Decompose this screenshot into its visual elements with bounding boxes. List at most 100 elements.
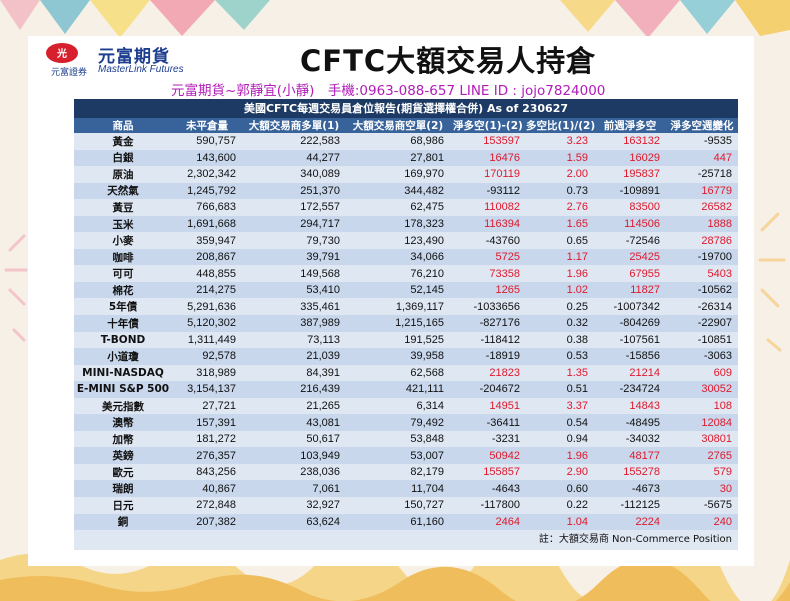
table-cell: 30052	[666, 381, 738, 398]
table-cell: 238,036	[242, 463, 346, 481]
table-cell: 170119	[450, 166, 526, 183]
commodity-name: 銅	[74, 513, 172, 531]
table-cell: 108	[666, 397, 738, 415]
table-cell: 153597	[450, 133, 526, 150]
table-cell: 216,439	[242, 381, 346, 398]
column-header: 淨多空(1)-(2)	[450, 118, 526, 133]
commodity-name: 可可	[74, 265, 172, 282]
table-cell: -36411	[450, 414, 526, 431]
column-header: 淨多空週變化	[666, 118, 738, 133]
table-cell: -43760	[450, 232, 526, 249]
table-cell: 110082	[450, 199, 526, 216]
table-cell: 340,089	[242, 166, 346, 183]
commodity-name: 白銀	[74, 149, 172, 167]
table-cell: 448,855	[172, 265, 242, 282]
table-cell: 53,007	[346, 447, 450, 464]
table-cell: 1,215,165	[346, 315, 450, 332]
table-cell: -10562	[666, 281, 738, 299]
cftc-table: 美國CFTC每週交易員倉位報告(期貨選擇權合併) As of 230627 商品…	[74, 99, 738, 551]
table-cell: -48495	[594, 414, 666, 431]
commodity-name: 黃豆	[74, 199, 172, 216]
firework-right	[758, 212, 786, 352]
table-cell: 590,757	[172, 133, 242, 150]
logo-mark-glyph: 光	[56, 47, 67, 60]
table-cell: 5725	[450, 248, 526, 266]
table-row: MINI-NASDAQ 318,989 84,391 62,568 21823 1.35 2…	[74, 364, 738, 382]
table-cell: 1888	[666, 215, 738, 233]
table-cell: 3.37	[526, 397, 594, 415]
table-cell: -22907	[666, 315, 738, 332]
table-cell: -804269	[594, 315, 666, 332]
commodity-name: 咖啡	[74, 248, 172, 266]
table-cell: 178,323	[346, 215, 450, 233]
table-row: 白銀 143,600 44,277 27,801 16476 1.59 16029 447	[74, 149, 738, 167]
commodity-name: 棉花	[74, 281, 172, 299]
table-cell: 1.17	[526, 248, 594, 266]
table-cell: 21,039	[242, 348, 346, 365]
column-header-row: 商品 未平倉量 大額交易商多單(1) 大額交易商空單(2) 淨多空(1)-(2) 多空比(…	[74, 118, 738, 133]
table-cell: 27,801	[346, 149, 450, 167]
commodity-name: 加幣	[74, 430, 172, 448]
table-cell: 116394	[450, 215, 526, 233]
commodity-name: MINI-NASDAQ	[74, 364, 172, 382]
table-row: 5年債 5,291,636 335,461 1,369,117 -1033656 0.25…	[74, 298, 738, 316]
table-cell: -18919	[450, 348, 526, 365]
table-cell: -4673	[594, 480, 666, 498]
commodity-name: 美元指數	[74, 397, 172, 415]
table-cell: 21823	[450, 364, 526, 382]
table-cell: 3,154,137	[172, 381, 242, 398]
table-cell: 16779	[666, 182, 738, 200]
table-cell: -26314	[666, 298, 738, 316]
table-cell: 207,382	[172, 513, 242, 531]
table-cell: 0.65	[526, 232, 594, 249]
table-cell: 2.90	[526, 463, 594, 481]
column-header: 前週淨多空	[594, 118, 666, 133]
table-cell: 68,986	[346, 133, 450, 150]
column-header: 未平倉量	[172, 118, 242, 133]
wave-decoration	[0, 518, 790, 601]
page-title: CFTC大額交易人持倉	[300, 44, 597, 78]
table-cell: 123,490	[346, 232, 450, 249]
table-cell: 157,391	[172, 414, 242, 431]
table-row: 黃金 590,757 222,583 68,986 153597 3.23 163132 -9…	[74, 133, 738, 150]
table-cell: 1.04	[526, 513, 594, 531]
table-cell: 272,848	[172, 497, 242, 514]
table-cell: 447	[666, 149, 738, 167]
table-cell: 61,160	[346, 513, 450, 531]
table-row: 咖啡 208,867 39,791 34,066 5725 1.17 25425 -19700	[74, 248, 738, 266]
table-cell: 214,275	[172, 281, 242, 299]
table-cell: 0.32	[526, 315, 594, 332]
table-cell: 181,272	[172, 430, 242, 448]
commodity-name: 小麥	[74, 232, 172, 249]
table-cell: 2,302,342	[172, 166, 242, 183]
table-cell: 1.59	[526, 149, 594, 167]
table-row: 加幣 181,272 50,617 53,848 -3231 0.94 -34032 3080…	[74, 430, 738, 448]
table-cell: 2464	[450, 513, 526, 531]
table-cell: -827176	[450, 315, 526, 332]
table-cell: 169,970	[346, 166, 450, 183]
table-cell: -117800	[450, 497, 526, 514]
table-cell: 2.76	[526, 199, 594, 216]
table-cell: 609	[666, 364, 738, 382]
table-row: 黃豆 766,683 172,557 62,475 110082 2.76 83500 265…	[74, 199, 738, 216]
commodity-name: 日元	[74, 497, 172, 514]
table-cell: -19700	[666, 248, 738, 266]
table-cell: 1.96	[526, 265, 594, 282]
commodity-name: 十年債	[74, 315, 172, 332]
column-header: 商品	[74, 118, 172, 133]
table-cell: 32,927	[242, 497, 346, 514]
table-cell: 25425	[594, 248, 666, 266]
table-cell: -112125	[594, 497, 666, 514]
table-cell: 155278	[594, 463, 666, 481]
table-cell: 0.25	[526, 298, 594, 316]
table-cell: 73358	[450, 265, 526, 282]
table-cell: -1007342	[594, 298, 666, 316]
table-cell: 14951	[450, 397, 526, 415]
table-cell: -4643	[450, 480, 526, 498]
table-cell: -3231	[450, 430, 526, 448]
table-cell: 62,568	[346, 364, 450, 382]
table-row: 玉米 1,691,668 294,717 178,323 116394 1.65 11450…	[74, 215, 738, 233]
table-cell: 766,683	[172, 199, 242, 216]
table-cell: 1265	[450, 281, 526, 299]
table-cell: 39,958	[346, 348, 450, 365]
